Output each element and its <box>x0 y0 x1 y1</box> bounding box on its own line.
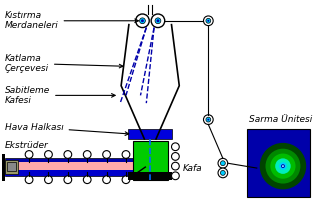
Text: Hava Halkası: Hava Halkası <box>5 123 129 135</box>
Circle shape <box>139 18 145 24</box>
Circle shape <box>141 19 144 22</box>
Circle shape <box>203 16 213 26</box>
Bar <box>128 129 173 139</box>
Circle shape <box>103 176 111 184</box>
Circle shape <box>266 149 300 184</box>
Circle shape <box>155 18 161 24</box>
Text: Ekstrüder: Ekstrüder <box>5 141 49 150</box>
Circle shape <box>172 153 179 160</box>
Circle shape <box>206 18 211 23</box>
Circle shape <box>281 164 285 168</box>
Bar <box>2 154 5 181</box>
Bar <box>5 160 19 174</box>
Circle shape <box>218 168 228 178</box>
Circle shape <box>218 158 228 168</box>
Circle shape <box>279 162 287 170</box>
Circle shape <box>203 115 213 124</box>
Circle shape <box>64 176 72 184</box>
Text: Katlama
Çerçevesi: Katlama Çerçevesi <box>5 54 123 73</box>
Circle shape <box>275 158 291 174</box>
Circle shape <box>25 151 33 158</box>
Circle shape <box>207 119 209 121</box>
Text: Kafa: Kafa <box>183 164 203 173</box>
Text: Kıstırma
Merdaneleri: Kıstırma Merdaneleri <box>5 11 138 31</box>
Circle shape <box>206 117 211 122</box>
Bar <box>133 141 168 180</box>
Circle shape <box>260 143 306 189</box>
Circle shape <box>103 151 111 158</box>
Bar <box>5 158 145 176</box>
Circle shape <box>122 151 130 158</box>
Circle shape <box>207 20 209 22</box>
Circle shape <box>122 176 130 184</box>
Circle shape <box>83 176 91 184</box>
Circle shape <box>282 165 284 167</box>
Circle shape <box>172 172 179 180</box>
Text: Sarma Ünitesi: Sarma Ünitesi <box>249 115 312 124</box>
Bar <box>5 170 145 176</box>
Bar <box>128 172 173 180</box>
Circle shape <box>172 162 179 170</box>
Circle shape <box>172 143 179 151</box>
Circle shape <box>83 151 91 158</box>
Circle shape <box>157 19 159 22</box>
Circle shape <box>136 14 149 28</box>
Circle shape <box>220 161 225 166</box>
Bar <box>247 129 310 197</box>
Bar <box>17 162 143 172</box>
Circle shape <box>45 151 52 158</box>
Circle shape <box>270 154 295 179</box>
Bar <box>7 162 17 171</box>
Text: Sabitleme
Kafesi: Sabitleme Kafesi <box>5 86 115 105</box>
Circle shape <box>64 151 72 158</box>
Circle shape <box>45 176 52 184</box>
Circle shape <box>151 14 165 28</box>
Circle shape <box>25 176 33 184</box>
Circle shape <box>220 170 225 175</box>
